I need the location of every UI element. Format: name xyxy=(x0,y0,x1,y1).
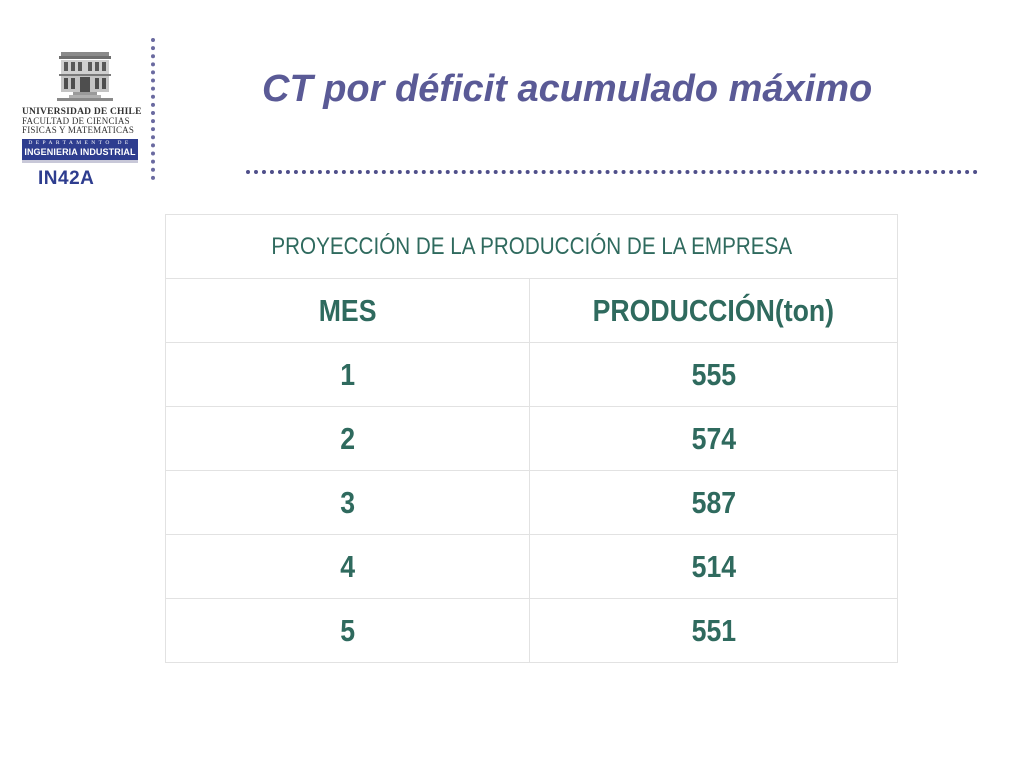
cell-mes-value: 4 xyxy=(340,548,355,584)
logo-department-label: DEPARTAMENTO DE xyxy=(28,140,132,146)
column-header-produccion: PRODUCCIÓN(ton) xyxy=(528,278,899,343)
column-header-mes: MES xyxy=(165,278,530,343)
slide-title: CT por déficit acumulado máximo xyxy=(262,68,873,110)
logo-faculty-line2: FISICAS Y MATEMATICAS xyxy=(22,125,135,135)
table-caption-text: PROYECCIÓN DE LA PRODUCCIÓN DE LA EMPRES… xyxy=(271,232,792,260)
cell-mes-value: 3 xyxy=(340,484,355,520)
logo-university-name: UNIVERSIDAD DE CHILE xyxy=(22,107,142,117)
cell-mes: 4 xyxy=(165,534,530,599)
column-header-produccion-label: PRODUCCIÓN(ton) xyxy=(592,292,835,328)
cell-produccion: 555 xyxy=(528,342,899,407)
table-row: 1 555 xyxy=(165,342,899,407)
table-header-row: MES PRODUCCIÓN(ton) xyxy=(165,278,899,343)
logo-underbar xyxy=(22,160,138,163)
cell-produccion-value: 574 xyxy=(691,420,736,456)
university-logo: UNIVERSIDAD DE CHILE FACULTAD DE CIENCIA… xyxy=(22,50,142,163)
table-row: 5 551 xyxy=(165,598,899,663)
cell-produccion: 551 xyxy=(528,598,899,663)
production-table: PROYECCIÓN DE LA PRODUCCIÓN DE LA EMPRES… xyxy=(164,214,899,663)
cell-mes: 2 xyxy=(165,406,530,471)
logo-department-band: DEPARTAMENTO DE INGENIERIA INDUSTRIAL xyxy=(22,139,138,160)
cell-produccion: 514 xyxy=(528,534,899,599)
cell-mes: 5 xyxy=(165,598,530,663)
course-code: IN42A xyxy=(38,168,95,189)
table-caption: PROYECCIÓN DE LA PRODUCCIÓN DE LA EMPRES… xyxy=(164,214,899,279)
cell-mes-value: 5 xyxy=(340,612,355,648)
vertical-divider xyxy=(151,38,155,180)
university-building-icon xyxy=(57,52,113,101)
title-underline xyxy=(246,170,978,174)
cell-produccion: 574 xyxy=(528,406,899,471)
cell-mes-value: 2 xyxy=(340,420,355,456)
cell-produccion-value: 555 xyxy=(691,356,736,392)
cell-mes-value: 1 xyxy=(340,356,355,392)
cell-produccion-value: 587 xyxy=(691,484,736,520)
logo-faculty-line1: FACULTAD DE CIENCIAS xyxy=(22,116,130,126)
cell-produccion-value: 551 xyxy=(691,612,736,648)
cell-mes: 1 xyxy=(165,342,530,407)
cell-produccion-value: 514 xyxy=(691,548,736,584)
table-caption-row: PROYECCIÓN DE LA PRODUCCIÓN DE LA EMPRES… xyxy=(164,214,899,279)
column-header-mes-label: MES xyxy=(318,292,377,328)
table-row: 4 514 xyxy=(165,534,899,599)
cell-produccion: 587 xyxy=(528,470,899,535)
table-row: 2 574 xyxy=(165,406,899,471)
table-row: 3 587 xyxy=(165,470,899,535)
logo-department-name: INGENIERIA INDUSTRIAL xyxy=(24,147,136,157)
cell-mes: 3 xyxy=(165,470,530,535)
